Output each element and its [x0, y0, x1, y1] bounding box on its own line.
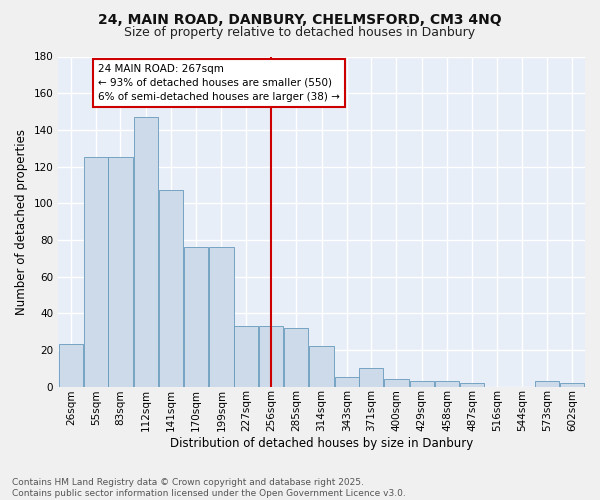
- Y-axis label: Number of detached properties: Number of detached properties: [15, 128, 28, 314]
- Bar: [109, 158, 133, 386]
- Bar: [385, 379, 409, 386]
- Bar: [234, 326, 258, 386]
- Text: 24 MAIN ROAD: 267sqm
← 93% of detached houses are smaller (550)
6% of semi-detac: 24 MAIN ROAD: 267sqm ← 93% of detached h…: [98, 64, 340, 102]
- Bar: [209, 247, 233, 386]
- Bar: [560, 383, 584, 386]
- Bar: [259, 326, 283, 386]
- Bar: [460, 383, 484, 386]
- Bar: [335, 378, 359, 386]
- Text: 24, MAIN ROAD, DANBURY, CHELMSFORD, CM3 4NQ: 24, MAIN ROAD, DANBURY, CHELMSFORD, CM3 …: [98, 12, 502, 26]
- Bar: [310, 346, 334, 387]
- Bar: [134, 117, 158, 386]
- Bar: [359, 368, 383, 386]
- Text: Contains HM Land Registry data © Crown copyright and database right 2025.
Contai: Contains HM Land Registry data © Crown c…: [12, 478, 406, 498]
- Bar: [84, 158, 108, 386]
- Bar: [435, 381, 459, 386]
- Bar: [535, 381, 559, 386]
- Bar: [59, 344, 83, 387]
- Text: Size of property relative to detached houses in Danbury: Size of property relative to detached ho…: [124, 26, 476, 39]
- Bar: [410, 381, 434, 386]
- Bar: [184, 247, 208, 386]
- Bar: [284, 328, 308, 386]
- X-axis label: Distribution of detached houses by size in Danbury: Distribution of detached houses by size …: [170, 437, 473, 450]
- Bar: [159, 190, 183, 386]
